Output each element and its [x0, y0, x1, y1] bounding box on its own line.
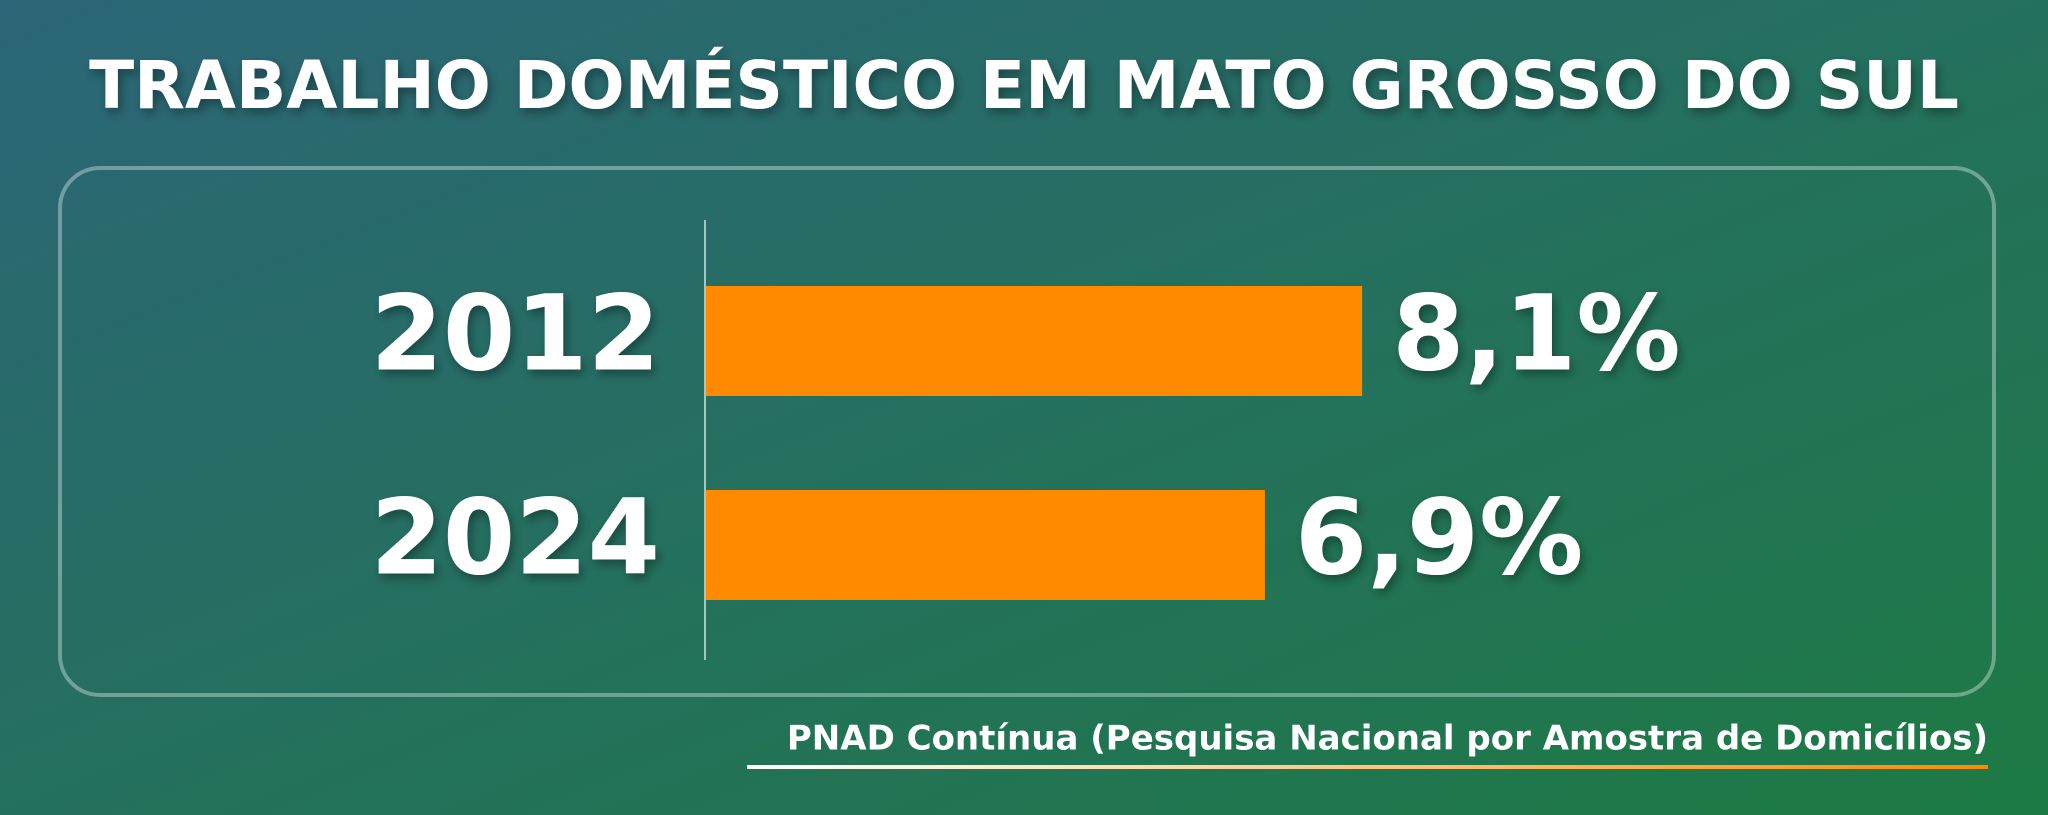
- category-label: 2024: [371, 476, 660, 598]
- value-label: 6,9%: [1295, 476, 1583, 598]
- panel-frame: [58, 166, 1996, 697]
- source-note: PNAD Contínua (Pesquisa Nacional por Amo…: [787, 719, 1988, 759]
- value-label: 8,1%: [1392, 272, 1680, 394]
- chart-title: TRABALHO DOMÉSTICO EM MATO GROSSO DO SUL: [89, 46, 1959, 124]
- category-label: 2012: [371, 272, 660, 394]
- bar: [706, 490, 1265, 600]
- source-underline: [747, 765, 1988, 769]
- bar: [706, 286, 1363, 396]
